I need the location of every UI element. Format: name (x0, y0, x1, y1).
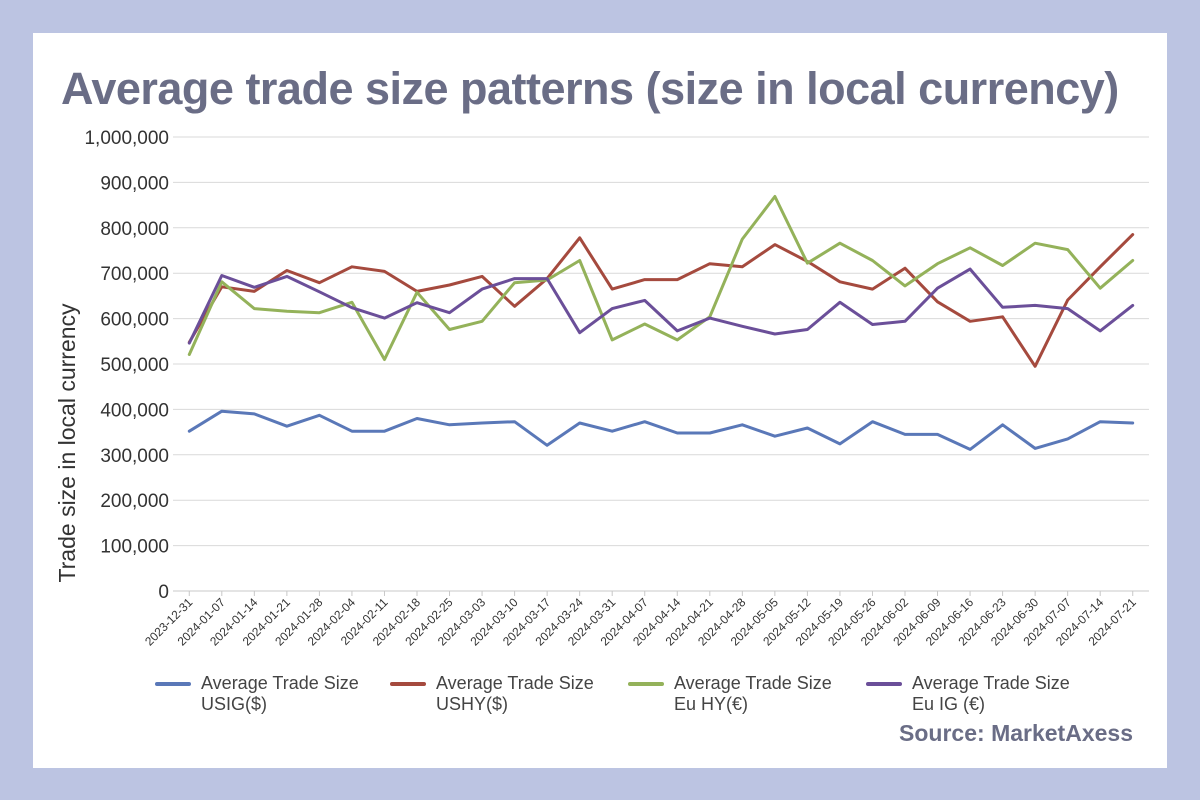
legend-swatch-euhy (628, 682, 664, 686)
y-tick-label: 100,000 (100, 537, 169, 558)
y-tick-label: 700,000 (100, 264, 169, 285)
legend-item-usig: Average Trade Size USIG($) (155, 673, 359, 715)
legend-label-usig-line2: USIG($) (201, 694, 268, 714)
series-line-euig (187, 267, 1135, 345)
y-axis-label: Trade size in local currency (54, 303, 80, 583)
y-tick-label: 600,000 (100, 310, 169, 331)
y-axis-tick-labels: 0 100,000 200,000 300,000 400,000 500,000 600,… (84, 128, 169, 603)
y-tick-label: 500,000 (100, 355, 169, 376)
legend-item-euhy: Average Trade Size Eu HY(€) (628, 673, 832, 715)
legend-label-euhy-line2: Eu HY(€) (674, 694, 749, 714)
chart-title: Average trade size patterns (size in loc… (61, 63, 1119, 114)
legend-item-ushy: Average Trade Size USHY($) (390, 673, 594, 715)
series-line-ushy (187, 233, 1135, 368)
series-line-usig (187, 409, 1135, 451)
legend-swatch-ushy (390, 682, 426, 686)
y-tick-label: 1,000,000 (84, 128, 169, 149)
legend-label-euig-line1: Average Trade Size (912, 673, 1070, 693)
legend-label-ushy-line1: Average Trade Size (436, 673, 594, 693)
y-tick-label: 0 (158, 582, 169, 603)
y-tick-label: 200,000 (100, 491, 169, 512)
line-chart: 0 100,000 200,000 300,000 400,000 500,000 600,… (54, 128, 1149, 649)
legend-swatch-euig (866, 682, 902, 686)
y-tick-label: 900,000 (100, 173, 169, 194)
legend-label-euhy-line1: Average Trade Size (674, 673, 832, 693)
legend-item-euig: Average Trade Size Eu IG (€) (866, 673, 1070, 715)
grid-lines (173, 136, 1149, 592)
legend-swatch-usig (155, 682, 191, 686)
y-tick-label: 400,000 (100, 400, 169, 421)
y-tick-label: 800,000 (100, 219, 169, 240)
chart-card: Average trade size patterns (size in loc… (33, 33, 1167, 768)
y-tick-label: 300,000 (100, 446, 169, 467)
legend-label-usig-line1: Average Trade Size (201, 673, 359, 693)
x-axis-tick-labels: 2023-12-312024-01-072024-01-142024-01-21… (142, 591, 1139, 649)
source-note: Source: MarketAxess (899, 720, 1133, 746)
legend-label-euig-line2: Eu IG (€) (912, 694, 986, 714)
legend-label-ushy-line2: USHY($) (436, 694, 509, 714)
series-lines (187, 195, 1135, 451)
